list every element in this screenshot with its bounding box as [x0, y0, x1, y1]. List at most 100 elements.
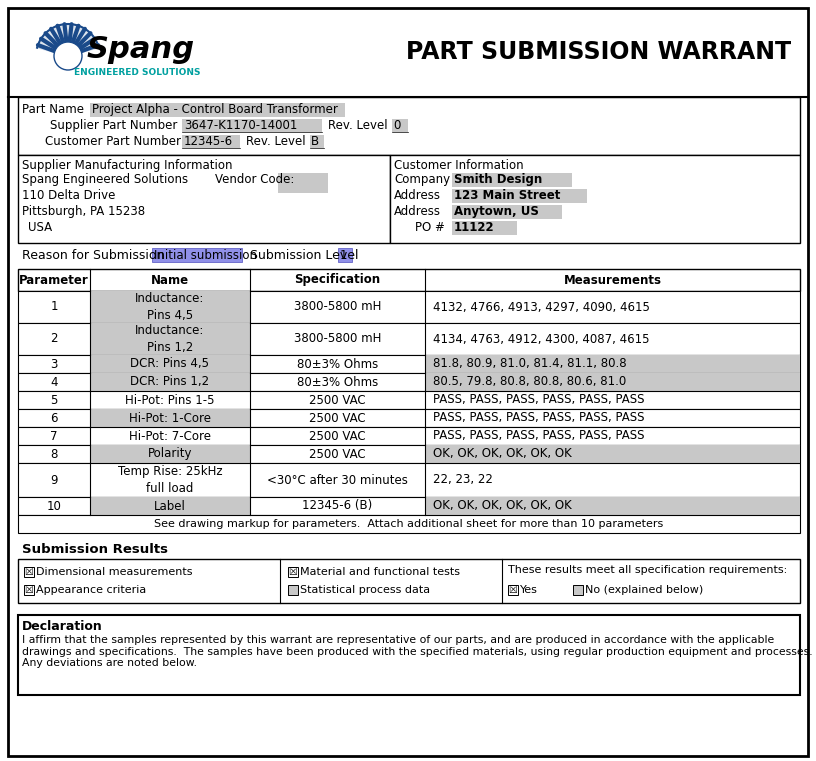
Bar	[18, 615, 800, 695]
Text: 3647-K1170-14001: 3647-K1170-14001	[184, 119, 297, 132]
Text: Vendor Code:: Vendor Code:	[215, 173, 295, 186]
Text: Customer Information: Customer Information	[394, 159, 524, 172]
Text: Pittsburgh, PA 15238: Pittsburgh, PA 15238	[22, 205, 145, 218]
Text: <30°C after 30 minutes: <30°C after 30 minutes	[267, 473, 408, 486]
Text: 1: 1	[51, 301, 58, 314]
Bar	[18, 515, 800, 533]
Text: Supplier Part Number: Supplier Part Number	[50, 119, 177, 132]
Text: ☒: ☒	[24, 567, 33, 577]
Text: 11122: 11122	[454, 221, 494, 234]
Text: No (explained below): No (explained below)	[585, 585, 703, 595]
Text: 3800-5800 mH: 3800-5800 mH	[294, 333, 381, 345]
Bar	[452, 173, 572, 187]
Text: 7: 7	[51, 429, 58, 442]
Text: Spang Engineered Solutions: Spang Engineered Solutions	[22, 173, 188, 186]
Bar	[24, 567, 34, 577]
Text: Appearance criteria: Appearance criteria	[36, 585, 146, 595]
Text: 12345-6 (B): 12345-6 (B)	[303, 499, 373, 512]
Text: Inductance:
Pins 4,5: Inductance: Pins 4,5	[135, 292, 205, 321]
Text: 8: 8	[51, 447, 58, 460]
Text: Submission Results: Submission Results	[22, 543, 168, 556]
Text: PO #: PO #	[415, 221, 445, 234]
Text: PASS, PASS, PASS, PASS, PASS, PASS: PASS, PASS, PASS, PASS, PASS, PASS	[433, 429, 645, 442]
Text: 1: 1	[340, 249, 348, 262]
Bar	[18, 391, 800, 409]
Bar	[18, 269, 800, 291]
Bar	[182, 119, 322, 132]
Bar	[18, 97, 800, 155]
Text: OK, OK, OK, OK, OK, OK: OK, OK, OK, OK, OK, OK	[433, 447, 572, 460]
Text: ENGINEERED SOLUTIONS: ENGINEERED SOLUTIONS	[74, 68, 201, 77]
Text: Specification: Specification	[295, 273, 380, 286]
Text: ☒: ☒	[508, 585, 517, 595]
Text: 80.5, 79.8, 80.8, 80.8, 80.6, 81.0: 80.5, 79.8, 80.8, 80.8, 80.6, 81.0	[433, 375, 626, 389]
Text: 2500 VAC: 2500 VAC	[309, 429, 366, 442]
Text: Initial submission: Initial submission	[154, 249, 257, 262]
Text: Hi-Pot: 7-Core: Hi-Pot: 7-Core	[129, 429, 211, 442]
Text: 9: 9	[51, 473, 58, 486]
Polygon shape	[37, 24, 99, 56]
Text: 2: 2	[51, 333, 58, 345]
Bar	[18, 463, 800, 497]
Bar	[573, 585, 583, 595]
Text: Smith Design: Smith Design	[454, 173, 543, 186]
Text: Company: Company	[394, 173, 450, 186]
Bar	[152, 248, 242, 262]
Text: ☒: ☒	[289, 567, 297, 577]
Text: These results meet all specification requirements:: These results meet all specification req…	[508, 565, 787, 575]
Text: Rev. Level: Rev. Level	[328, 119, 388, 132]
Text: Hi-Pot: 1-Core: Hi-Pot: 1-Core	[129, 412, 211, 425]
Text: DCR: Pins 4,5: DCR: Pins 4,5	[131, 358, 210, 371]
Text: ☒: ☒	[24, 585, 33, 595]
Text: 80±3% Ohms: 80±3% Ohms	[297, 358, 378, 371]
Text: 4132, 4766, 4913, 4297, 4090, 4615: 4132, 4766, 4913, 4297, 4090, 4615	[433, 301, 650, 314]
Bar	[425, 355, 800, 373]
Text: Declaration: Declaration	[22, 620, 103, 633]
Text: Address: Address	[394, 205, 441, 218]
Bar	[452, 205, 562, 219]
Bar	[425, 373, 800, 391]
Text: USA: USA	[28, 221, 52, 234]
Text: 5: 5	[51, 393, 58, 406]
Bar	[90, 373, 250, 391]
Text: 22, 23, 22: 22, 23, 22	[433, 473, 493, 486]
Bar	[508, 585, 518, 595]
Text: Reason for Submission: Reason for Submission	[22, 249, 164, 262]
Bar	[425, 445, 800, 463]
Text: 0: 0	[393, 119, 401, 132]
Bar	[18, 559, 800, 603]
Text: Polarity: Polarity	[148, 447, 193, 460]
Bar	[90, 409, 250, 427]
Text: 2500 VAC: 2500 VAC	[309, 412, 366, 425]
Bar	[18, 355, 800, 373]
Text: Parameter: Parameter	[19, 273, 89, 286]
Bar	[452, 221, 517, 235]
Text: Rev. Level: Rev. Level	[246, 135, 306, 148]
Text: 4: 4	[51, 375, 58, 389]
Text: 3800-5800 mH: 3800-5800 mH	[294, 301, 381, 314]
Text: PASS, PASS, PASS, PASS, PASS, PASS: PASS, PASS, PASS, PASS, PASS, PASS	[433, 393, 645, 406]
Bar	[18, 445, 800, 463]
Text: 110 Delta Drive: 110 Delta Drive	[22, 189, 115, 202]
Text: DCR: Pins 1,2: DCR: Pins 1,2	[131, 375, 210, 389]
Bar	[288, 567, 298, 577]
Text: Anytown, US: Anytown, US	[454, 205, 539, 218]
Text: 123 Main Street: 123 Main Street	[454, 189, 561, 202]
Text: 2500 VAC: 2500 VAC	[309, 447, 366, 460]
Text: Project Alpha - Control Board Transformer: Project Alpha - Control Board Transforme…	[92, 103, 338, 116]
Text: 12345-6: 12345-6	[184, 135, 233, 148]
Text: Name: Name	[151, 273, 189, 286]
Text: 80±3% Ohms: 80±3% Ohms	[297, 375, 378, 389]
Bar	[90, 103, 345, 117]
Bar	[18, 373, 800, 391]
Bar	[390, 155, 800, 243]
Text: 2500 VAC: 2500 VAC	[309, 393, 366, 406]
Bar	[452, 189, 587, 203]
Text: Supplier Manufacturing Information: Supplier Manufacturing Information	[22, 159, 233, 172]
Text: B: B	[311, 135, 319, 148]
Bar	[392, 119, 408, 132]
Text: Material and functional tests: Material and functional tests	[300, 567, 460, 577]
Bar	[288, 585, 298, 595]
Bar	[18, 291, 800, 323]
Text: Submission Level: Submission Level	[250, 249, 358, 262]
